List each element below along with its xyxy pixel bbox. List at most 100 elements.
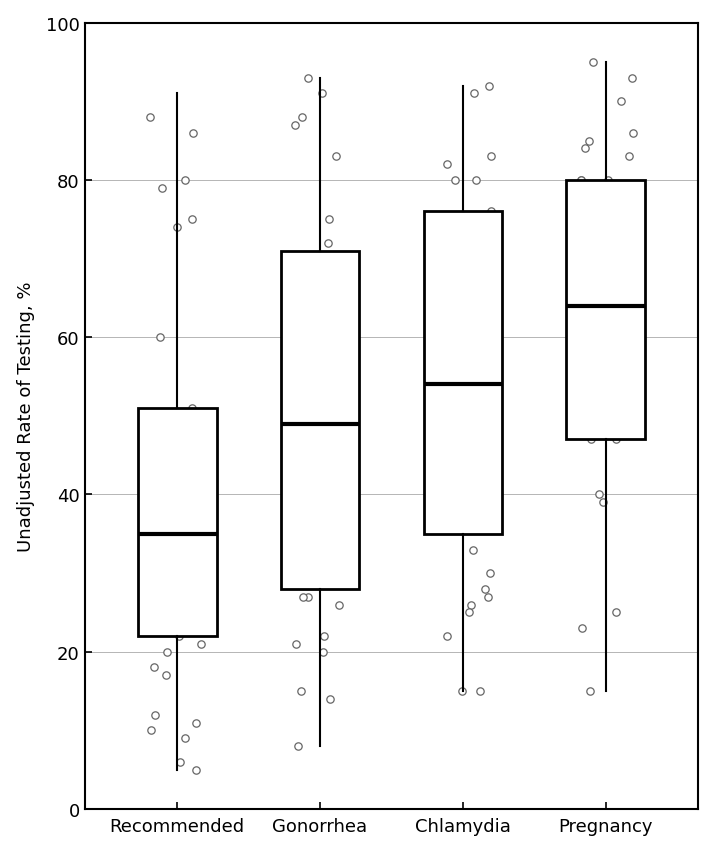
Point	[289, 378, 300, 392]
Point	[316, 88, 327, 101]
Point	[289, 354, 300, 368]
Point	[149, 708, 161, 722]
Point	[597, 291, 608, 305]
Point	[331, 433, 342, 446]
Point	[585, 433, 596, 446]
Point	[467, 378, 478, 392]
Point	[178, 606, 189, 619]
Point	[190, 716, 202, 729]
Point	[447, 252, 458, 266]
Point	[156, 181, 167, 195]
Point	[588, 300, 600, 314]
Point	[480, 441, 491, 455]
Point	[172, 606, 184, 619]
Point	[468, 543, 479, 556]
Point	[168, 567, 179, 580]
Point	[182, 425, 194, 439]
Point	[187, 127, 199, 141]
Point	[172, 433, 184, 446]
Point	[609, 237, 621, 250]
Point	[588, 56, 599, 70]
Point	[174, 755, 186, 769]
Point	[465, 520, 476, 533]
Point	[153, 410, 164, 423]
Point	[289, 535, 300, 549]
Point	[184, 527, 195, 541]
Point	[483, 590, 494, 604]
Point	[485, 150, 497, 164]
Point	[595, 315, 606, 329]
Point	[618, 323, 630, 337]
Point	[197, 425, 209, 439]
Point	[483, 79, 495, 93]
Point	[154, 331, 166, 344]
Point	[195, 527, 207, 541]
Point	[143, 433, 154, 446]
Point	[292, 740, 304, 753]
Point	[318, 425, 330, 439]
Point	[586, 315, 598, 329]
Point	[626, 72, 638, 85]
Point	[168, 551, 179, 565]
Point	[610, 606, 621, 619]
Point	[302, 590, 314, 604]
Point	[327, 574, 338, 588]
Point	[320, 410, 331, 423]
Point	[602, 174, 613, 187]
Point	[585, 684, 596, 698]
Point	[302, 417, 313, 431]
Point	[442, 630, 453, 643]
Point	[184, 449, 196, 463]
Point	[340, 308, 351, 321]
Point	[146, 723, 157, 737]
Point	[600, 378, 611, 392]
Point	[189, 441, 201, 455]
Point	[186, 213, 197, 227]
Point	[611, 433, 622, 446]
Point	[177, 613, 189, 627]
Point	[302, 417, 314, 431]
Point	[187, 401, 198, 415]
Point	[335, 362, 347, 376]
Bar	[423, 212, 502, 534]
Point	[325, 693, 336, 706]
Point	[625, 300, 636, 314]
Point	[627, 417, 638, 431]
Point	[591, 410, 602, 423]
Point	[151, 535, 162, 549]
Point	[319, 252, 330, 266]
Point	[323, 213, 335, 227]
Point	[463, 606, 475, 619]
Point	[475, 684, 486, 698]
Point	[576, 174, 587, 187]
Point	[460, 386, 471, 400]
Point	[587, 401, 598, 415]
Point	[593, 229, 605, 243]
Point	[465, 598, 477, 612]
Point	[576, 622, 588, 636]
Point	[317, 645, 328, 659]
Point	[148, 661, 159, 675]
Point	[288, 284, 300, 297]
Point	[573, 252, 585, 266]
Point	[172, 221, 183, 234]
Point	[182, 543, 193, 556]
Point	[178, 441, 189, 455]
Point	[148, 417, 159, 431]
Point	[459, 347, 470, 360]
Point	[598, 496, 609, 509]
Point	[443, 362, 454, 376]
Point	[189, 763, 201, 776]
Y-axis label: Unadjusted Rate of Testing, %: Unadjusted Rate of Testing, %	[16, 281, 34, 551]
Point	[160, 669, 172, 682]
Point	[447, 213, 458, 227]
Point	[322, 237, 334, 250]
Point	[468, 88, 480, 101]
Point	[195, 637, 207, 651]
Point	[436, 229, 448, 243]
Point	[331, 150, 342, 164]
Point	[290, 637, 302, 651]
Point	[575, 174, 586, 187]
Bar	[281, 251, 360, 589]
Point	[313, 410, 325, 423]
